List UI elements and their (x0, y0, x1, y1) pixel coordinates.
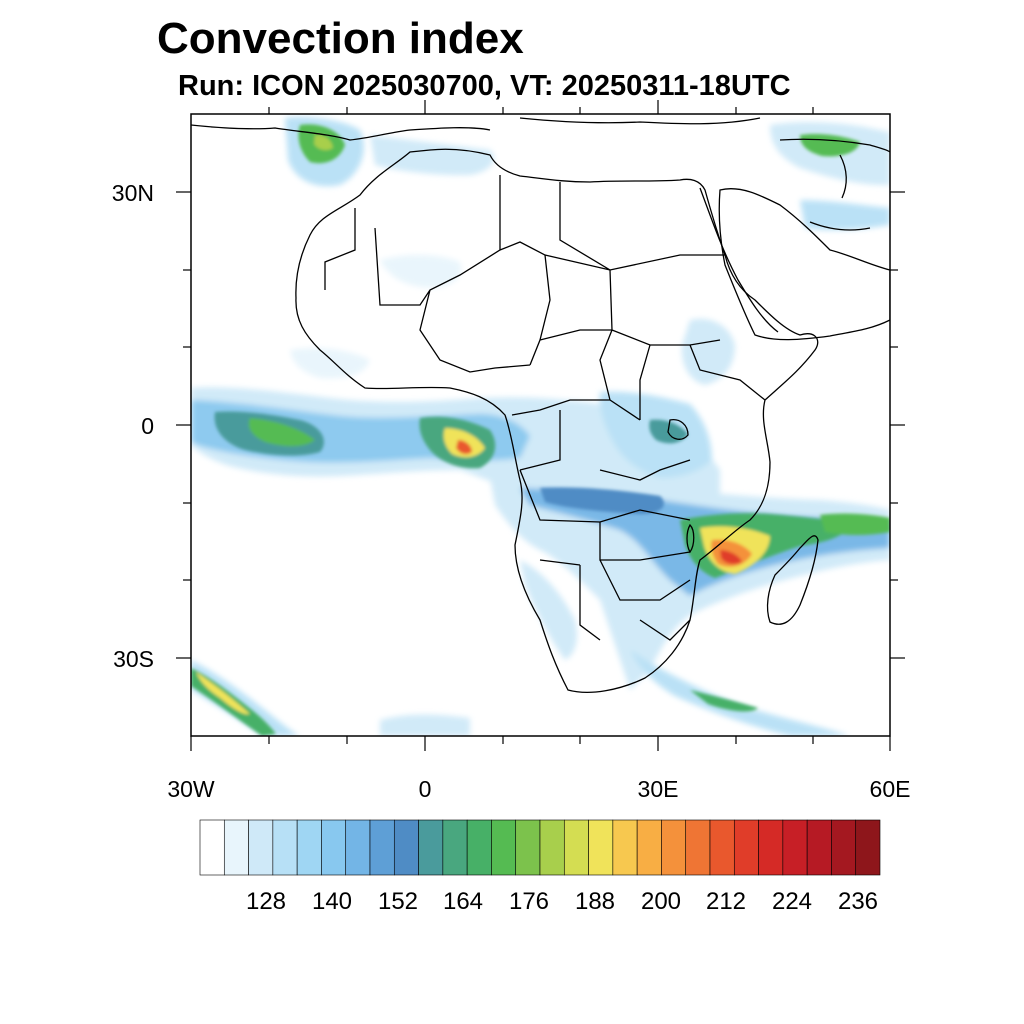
colorbar-swatch (806, 819, 832, 876)
colorbar-swatch (418, 819, 444, 876)
colorbar-swatch (612, 819, 638, 876)
lon-label-0: 0 (418, 776, 432, 802)
lat-label-30n: 30N (111, 180, 154, 206)
colorbar-label: 140 (311, 888, 353, 915)
lat-label-0: 0 (141, 413, 154, 439)
colorbar-swatch (563, 819, 589, 876)
colorbar-swatch (661, 819, 687, 876)
lon-label-60e: 60E (869, 776, 911, 802)
run-subtitle: Run: ICON 2025030700, VT: 20250311-18UTC (178, 70, 791, 102)
colorbar-label: 200 (640, 888, 682, 915)
colorbar-swatch (248, 819, 274, 876)
colorbar-label: 236 (837, 888, 879, 915)
colorbar-swatch (345, 819, 371, 876)
colorbar-swatch (223, 819, 249, 876)
colorbar-swatch (515, 819, 541, 876)
colorbar-swatch (709, 819, 735, 876)
colorbar-swatch (855, 819, 881, 876)
coastline-borders (191, 117, 890, 693)
colorbar-swatch (442, 819, 468, 876)
colorbar-label: 152 (377, 888, 419, 915)
colorbar-label: 188 (574, 888, 616, 915)
axis-ticks (176, 100, 905, 751)
colorbar-swatch (588, 819, 614, 876)
colorbar (199, 819, 881, 876)
colorbar-swatch (685, 819, 711, 876)
colorbar-swatch (369, 819, 395, 876)
colorbar-label: 212 (705, 888, 747, 915)
colorbar-swatch (466, 819, 492, 876)
colorbar-swatch (733, 819, 759, 876)
colorbar-swatch (199, 819, 225, 876)
colorbar-swatch (831, 819, 857, 876)
lat-label-30s: 30S (113, 646, 154, 672)
colorbar-label: 176 (508, 888, 550, 915)
colorbar-swatch (272, 819, 298, 876)
colorbar-swatch (491, 819, 517, 876)
lon-label-30e: 30E (637, 776, 679, 802)
colorbar-swatch (321, 819, 347, 876)
map-title: Convection index (157, 14, 524, 63)
colorbar-swatch (539, 819, 565, 876)
colorbar-label: 224 (771, 888, 813, 915)
colorbar-swatch (296, 819, 322, 876)
colorbar-swatch (758, 819, 784, 876)
colorbar-swatch (782, 819, 808, 876)
convection-field (191, 116, 890, 736)
lon-label-30w: 30W (167, 776, 215, 802)
colorbar-label: 128 (245, 888, 287, 915)
colorbar-label: 164 (442, 888, 484, 915)
colorbar-swatch (393, 819, 419, 876)
colorbar-swatch (636, 819, 662, 876)
